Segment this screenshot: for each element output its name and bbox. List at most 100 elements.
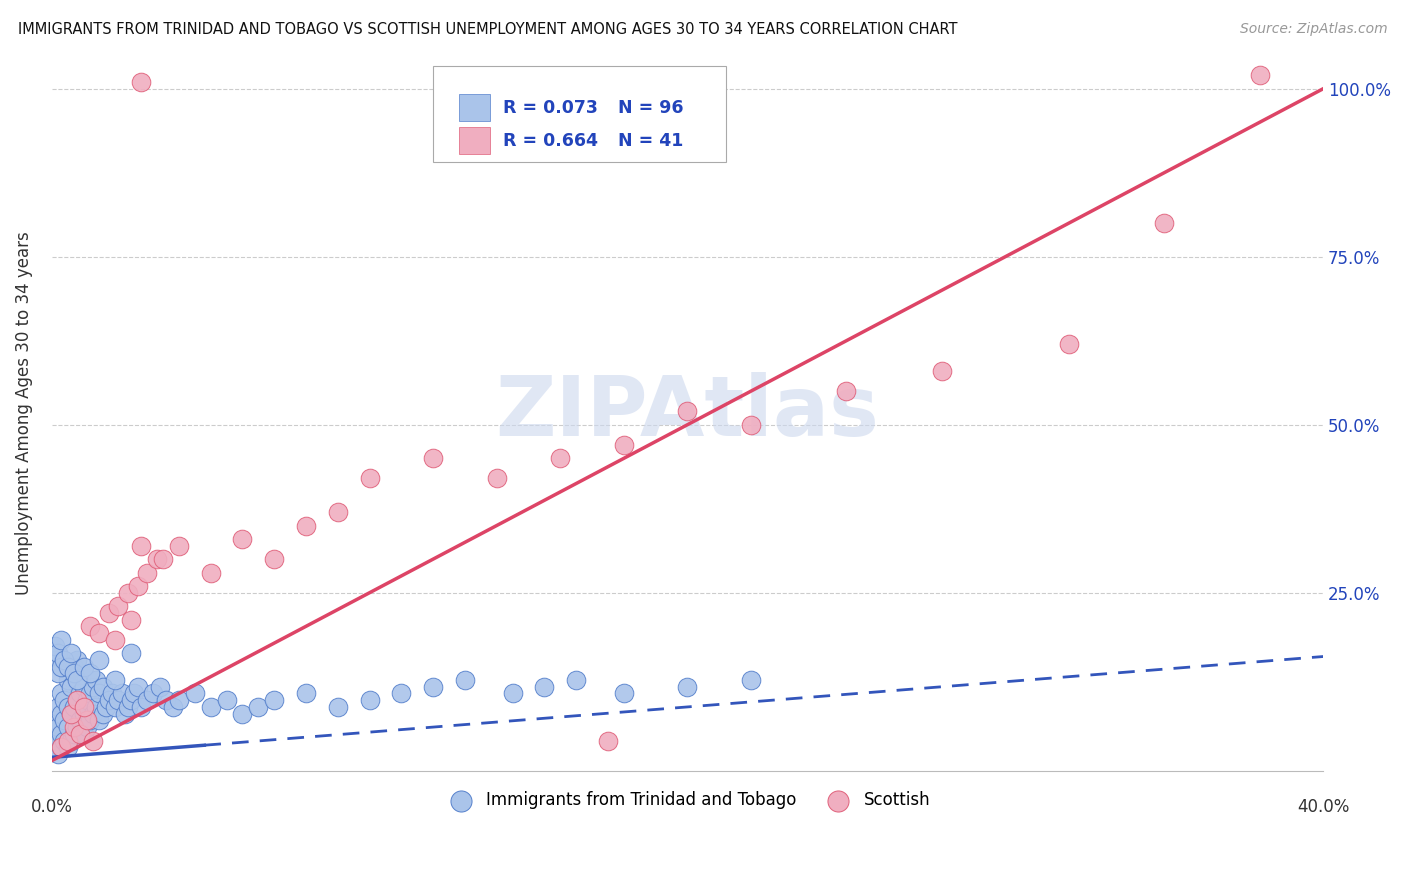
- Point: [835, 384, 858, 398]
- Point: [149, 680, 172, 694]
- Point: [56, 733, 79, 747]
- Point: [56, 673, 79, 687]
- Text: ZIPAtlas: ZIPAtlas: [495, 373, 879, 453]
- Point: [46, 747, 69, 761]
- Point: [51, 632, 73, 647]
- Point: [295, 686, 318, 700]
- Point: [69, 714, 91, 728]
- Point: [79, 666, 101, 681]
- Point: [167, 539, 190, 553]
- Point: [82, 680, 104, 694]
- Point: [127, 579, 149, 593]
- Point: [59, 706, 82, 721]
- Point: [111, 686, 134, 700]
- Point: [59, 646, 82, 660]
- Text: Source: ZipAtlas.com: Source: ZipAtlas.com: [1240, 22, 1388, 37]
- Point: [120, 646, 142, 660]
- Point: [53, 733, 76, 747]
- Point: [533, 680, 555, 694]
- Point: [46, 666, 69, 681]
- Point: [79, 686, 101, 700]
- Point: [129, 75, 152, 89]
- Bar: [458, 94, 491, 121]
- Point: [69, 727, 91, 741]
- Point: [82, 706, 104, 721]
- Point: [51, 740, 73, 755]
- Point: [66, 693, 89, 707]
- Point: [51, 686, 73, 700]
- Point: [56, 659, 79, 673]
- Point: [107, 599, 129, 614]
- Point: [162, 700, 184, 714]
- Point: [79, 714, 101, 728]
- Text: R = 0.664: R = 0.664: [503, 131, 598, 150]
- Point: [44, 714, 66, 728]
- Point: [596, 733, 619, 747]
- Point: [53, 714, 76, 728]
- Point: [184, 686, 207, 700]
- Point: [97, 693, 120, 707]
- Point: [84, 700, 107, 714]
- Point: [63, 727, 86, 741]
- Point: [422, 680, 444, 694]
- Point: [120, 613, 142, 627]
- Point: [389, 686, 412, 700]
- Point: [124, 686, 146, 700]
- Point: [44, 740, 66, 755]
- Point: [1249, 68, 1271, 82]
- Point: [200, 700, 222, 714]
- Point: [136, 566, 159, 580]
- Point: [565, 673, 588, 687]
- Point: [97, 606, 120, 620]
- Point: [107, 693, 129, 707]
- Text: 0.0%: 0.0%: [31, 797, 73, 815]
- FancyBboxPatch shape: [433, 66, 725, 162]
- Point: [454, 673, 477, 687]
- Point: [485, 471, 508, 485]
- Point: [46, 720, 69, 734]
- Point: [231, 532, 253, 546]
- Point: [142, 686, 165, 700]
- Point: [89, 714, 111, 728]
- Point: [59, 733, 82, 747]
- Point: [63, 666, 86, 681]
- Point: [136, 693, 159, 707]
- Point: [676, 404, 699, 418]
- Point: [1153, 216, 1175, 230]
- Point: [44, 727, 66, 741]
- Text: N = 96: N = 96: [617, 99, 683, 117]
- Point: [89, 626, 111, 640]
- Point: [56, 740, 79, 755]
- Point: [63, 720, 86, 734]
- Point: [72, 706, 94, 721]
- Point: [72, 700, 94, 714]
- Point: [127, 680, 149, 694]
- Point: [155, 693, 177, 707]
- Text: 40.0%: 40.0%: [1296, 797, 1350, 815]
- Point: [44, 653, 66, 667]
- Bar: [458, 127, 491, 154]
- Point: [152, 552, 174, 566]
- Text: IMMIGRANTS FROM TRINIDAD AND TOBAGO VS SCOTTISH UNEMPLOYMENT AMONG AGES 30 TO 34: IMMIGRANTS FROM TRINIDAD AND TOBAGO VS S…: [18, 22, 957, 37]
- Point: [91, 706, 114, 721]
- Point: [145, 552, 167, 566]
- Point: [82, 733, 104, 747]
- Point: [69, 686, 91, 700]
- Point: [422, 451, 444, 466]
- Y-axis label: Unemployment Among Ages 30 to 34 years: Unemployment Among Ages 30 to 34 years: [15, 231, 32, 595]
- Point: [84, 673, 107, 687]
- Point: [676, 680, 699, 694]
- Point: [104, 632, 127, 647]
- Point: [56, 720, 79, 734]
- Point: [51, 740, 73, 755]
- Point: [66, 653, 89, 667]
- Point: [51, 659, 73, 673]
- Point: [104, 673, 127, 687]
- Point: [101, 686, 124, 700]
- Point: [51, 706, 73, 721]
- Point: [59, 680, 82, 694]
- Point: [66, 673, 89, 687]
- Point: [117, 585, 139, 599]
- Point: [613, 438, 636, 452]
- Point: [613, 686, 636, 700]
